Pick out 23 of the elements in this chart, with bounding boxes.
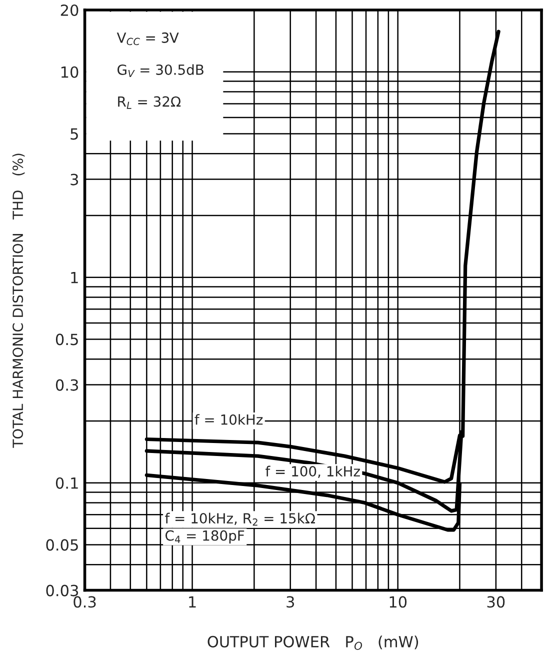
annotation: f = 100, 1kHz [266, 466, 360, 478]
annotation: G$_{V}$ = 30.5dB [118, 64, 204, 78]
annotation: V$_{CC}$ = 3V [116, 32, 179, 46]
x-tick-label: 1 [189, 596, 196, 608]
y-axis-title: TOTAL HARMONIC DISTORTION THD (%) [12, 154, 25, 448]
x-tick-label: 3 [286, 596, 294, 608]
annotation: R$_{L}$ = 32Ω [118, 96, 181, 109]
y-tick-label: 0.3 [56, 379, 78, 391]
x-tick-label: 10 [390, 596, 407, 608]
y-tick-label: 1 [71, 272, 78, 284]
y-tick-label: 20 [60, 4, 78, 16]
y-tick-label: 0.5 [56, 334, 78, 346]
y-tick-label: 0.03 [46, 584, 78, 596]
annotation: f = 10kHz [194, 414, 263, 425]
annotation: C$_{4}$ = 180pF [165, 530, 244, 544]
annotation: f = 10kHz, R$_{2}$ = 15kΩ [165, 512, 315, 526]
y-tick-label: 0.1 [56, 477, 78, 489]
text: OUTPUT POWER P$_{O}$ (mW) [208, 636, 418, 650]
y-tick-label: 10 [61, 66, 78, 78]
y-tick-label: 0.05 [46, 539, 78, 551]
y-tick-label: 3 [70, 174, 78, 186]
x-tick-label: 30 [487, 596, 505, 608]
y-tick-label: 5 [70, 128, 78, 140]
